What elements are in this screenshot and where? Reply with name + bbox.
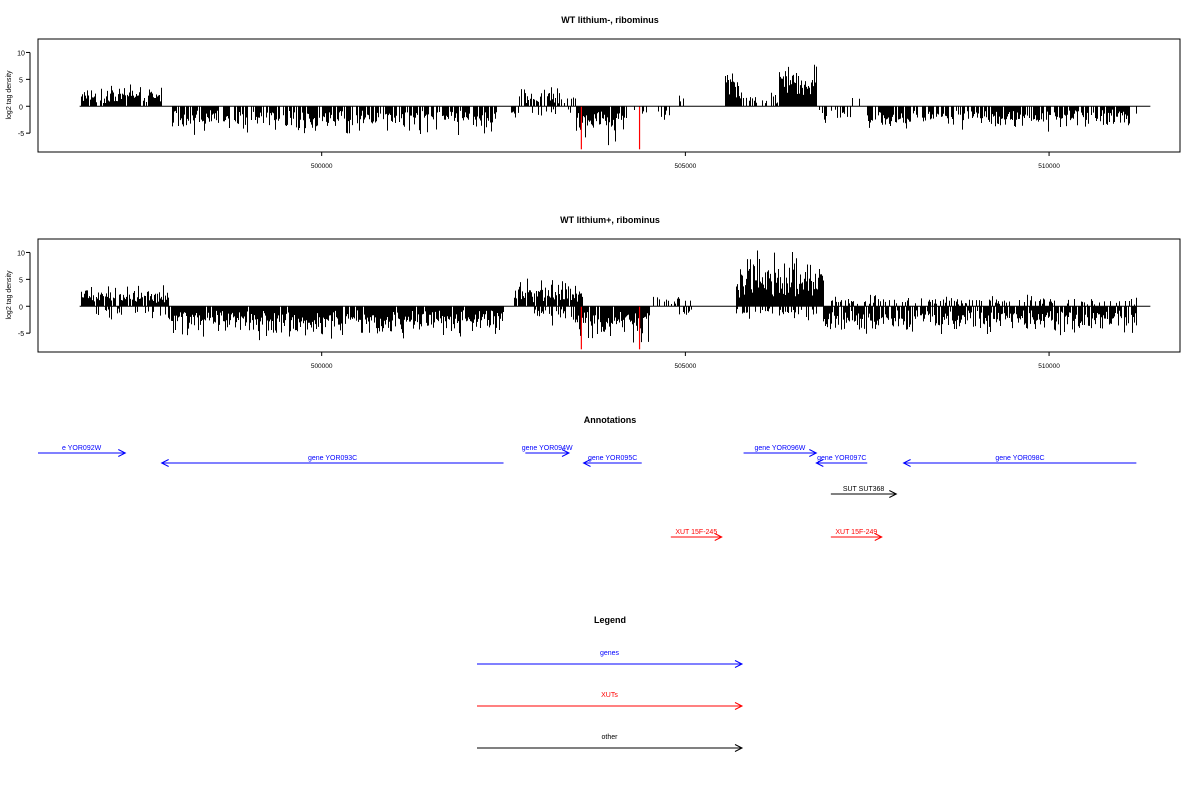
feature-arrowhead [160,459,169,467]
legend-item: XUTs [477,692,744,710]
y-axis-label: log2 tag density [6,270,13,320]
x-axis: 500000 505000 510000 [311,352,1060,370]
annotation-feature: SUT SUT368 [830,486,898,498]
y-tick-label: 0 [19,104,23,111]
feature-arrowhead [809,449,818,457]
feature-arrowhead [561,449,571,457]
feature-label: gene YOR095C [588,455,637,462]
feature-arrowhead [902,459,911,467]
x-tick-label: 510000 [1038,363,1060,370]
annotation-feature: gene YOR094W [522,445,573,457]
feature-label: XUT 15F-249 [835,529,877,536]
panel-title: WT lithium-, ribominus [561,15,659,25]
legend-label: genes [600,650,620,657]
y-tick-label: 5 [19,77,23,84]
legend-label: other [602,734,619,741]
legend-item: other [477,734,744,752]
x-tick-label: 500000 [311,163,333,170]
legend-label: XUTs [601,692,618,699]
feature-label: SUT SUT368 [843,486,885,493]
annotation-feature: gene YOR098C [902,455,1137,467]
x-tick-label: 500000 [311,363,333,370]
annotation-feature: gene YOR093C [160,455,504,467]
plot-frame [37,38,1181,153]
y-tick-label: 10 [17,250,25,257]
y-tick-label: 0 [19,304,23,311]
annotation-feature: e YOR092W [38,445,127,457]
legend-arrowhead [734,660,744,668]
annotation-feature: gene YOR096W [743,445,818,457]
feature-arrowhead [815,459,824,467]
x-axis: 500000 505000 510000 [311,152,1060,170]
annotation-feature: gene YOR097C [815,455,868,467]
feature-label: gene YOR097C [817,455,866,462]
legend: Legend genes XUTs other [477,615,744,752]
annotation-track: Annotations e YOR092W gene YOR093C gene YO… [38,415,1137,541]
feature-label: gene YOR098C [995,455,1044,462]
annotation-feature: XUT 15F-245 [670,529,723,541]
feature-arrowhead [582,459,591,467]
y-axis: -5 0 5 10 [17,50,31,138]
track-panel-lithium-minus: WT lithium-, ribominus log2 tag density … [6,15,1181,170]
x-tick-label: 505000 [675,163,697,170]
feature-arrowhead [874,533,883,541]
feature-label: gene YOR096W [755,445,806,452]
x-tick-label: 505000 [675,363,697,370]
annotation-features: e YOR092W gene YOR093C gene YOR094W gene YO… [38,445,1137,541]
coverage-bars [79,64,1151,150]
annotations-title: Annotations [584,415,637,425]
legend-title: Legend [594,615,626,625]
feature-arrowhead [118,449,127,457]
feature-label: e YOR092W [62,445,102,452]
feature-arrowhead [714,533,723,541]
y-axis-label: log2 tag density [6,70,13,120]
y-axis: -5 0 5 10 [17,250,31,338]
y-tick-label: -5 [18,331,24,338]
panel-title: WT lithium+, ribominus [560,215,660,225]
annotation-feature: gene YOR095C [582,455,642,467]
legend-arrowhead [734,744,744,752]
annotation-feature: XUT 15F-249 [830,529,883,541]
x-tick-label: 510000 [1038,163,1060,170]
track-panel-lithium-plus: WT lithium+, ribominus log2 tag density … [6,215,1181,370]
legend-items: genes XUTs other [477,650,744,752]
legend-item: genes [477,650,744,668]
coverage-bars [79,250,1151,350]
y-tick-label: 5 [19,277,23,284]
feature-label: gene YOR093C [308,455,357,462]
feature-arrowhead [889,490,898,498]
plot-frame [37,238,1181,353]
feature-label: XUT 15F-245 [675,529,717,536]
y-tick-label: 10 [17,50,25,57]
y-tick-label: -5 [18,131,24,138]
feature-label: gene YOR094W [522,445,573,452]
legend-arrowhead [734,702,744,710]
